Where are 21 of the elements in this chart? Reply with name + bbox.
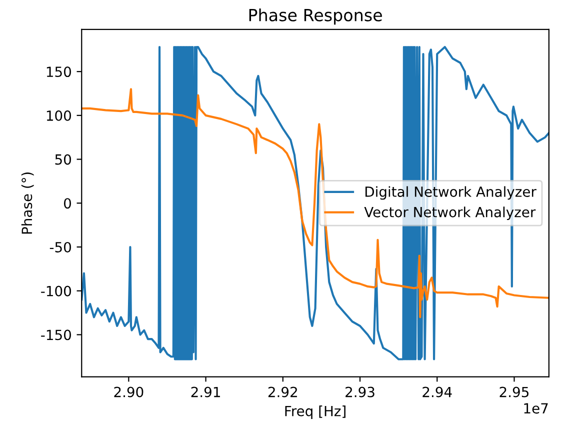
line-series [82,88,549,318]
y-tick-label: -150 [41,330,71,340]
x-tick-label: 2.95 [500,386,528,398]
text: 1e7 [524,403,548,414]
x-axis-title: Freq [Hz] [285,406,346,419]
y-tick-label: 100 [46,110,71,121]
x-tick-label: 2.93 [346,386,374,398]
y-tick-label: -50 [50,242,71,252]
legend-label: Vector Network Analyzer [364,206,536,220]
y-axis-title: Phase (°) [21,172,34,234]
y-tick-label: 150 [46,66,71,78]
y-tick-label: 50 [55,154,71,165]
x-tick-label: 2.90 [114,386,144,398]
y-tick-label: 0 [64,198,71,209]
x-tick-label: 2.92 [268,386,297,398]
x-tick-label: 2.94 [422,386,452,398]
chart-title: Phase Response [249,8,382,25]
y-tick-label: -100 [41,286,71,296]
legend-label: Digital Network Analyzer [365,186,536,200]
x-tick-label: 2.91 [191,386,220,398]
line-series [82,46,549,360]
